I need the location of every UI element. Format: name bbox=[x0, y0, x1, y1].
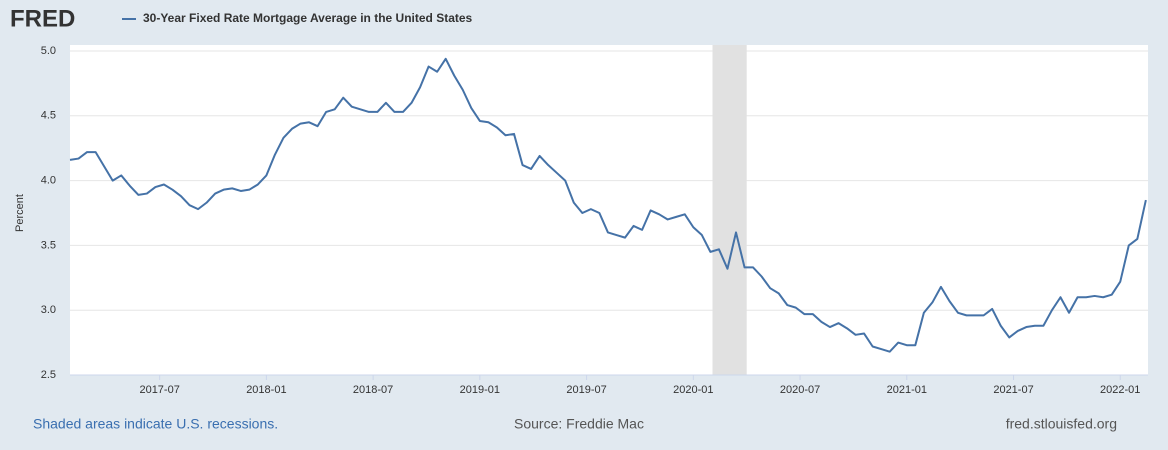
y-tick-label: 4.5 bbox=[41, 110, 56, 122]
x-tick-label: 2018-01 bbox=[246, 384, 286, 396]
recession-shading bbox=[712, 45, 747, 375]
x-tick-label: 2019-07 bbox=[566, 384, 606, 396]
site: fred.stlouisfed.org bbox=[1006, 416, 1117, 432]
x-tick-label: 2020-01 bbox=[673, 384, 713, 396]
data-line bbox=[69, 57, 1147, 353]
x-tick-label: 2019-01 bbox=[460, 384, 500, 396]
y-axis-label: Percent bbox=[14, 194, 26, 232]
y-tick-label: 5.0 bbox=[41, 45, 56, 57]
source: Source: Freddie Mac bbox=[514, 416, 644, 432]
y-tick-label: 3.0 bbox=[41, 304, 56, 316]
logo: FRED bbox=[10, 5, 75, 32]
recession-note[interactable]: Shaded areas indicate U.S. recessions. bbox=[33, 416, 278, 432]
y-tick-label: 3.5 bbox=[41, 239, 56, 251]
y-tick-label: 2.5 bbox=[41, 369, 56, 381]
y-tick-label: 4.0 bbox=[41, 175, 56, 187]
plot-area bbox=[70, 45, 1148, 375]
x-tick-label: 2017-07 bbox=[139, 384, 179, 396]
x-tick-label: 2018-07 bbox=[353, 384, 393, 396]
x-tick-label: 2020-07 bbox=[780, 384, 820, 396]
x-tick-label: 2022-01 bbox=[1100, 384, 1140, 396]
x-tick-label: 2021-07 bbox=[993, 384, 1033, 396]
x-tick-label: 2021-01 bbox=[887, 384, 927, 396]
legend-entry: 30-Year Fixed Rate Mortgage Average in t… bbox=[143, 11, 473, 25]
